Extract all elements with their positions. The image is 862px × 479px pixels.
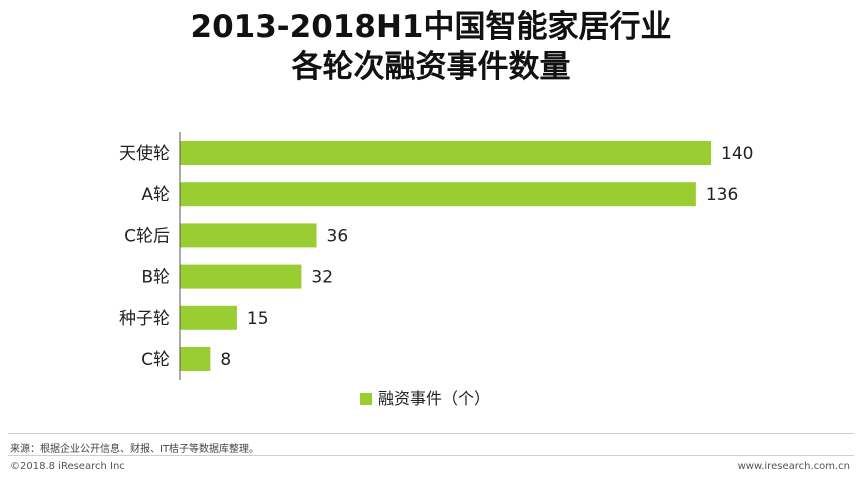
- footer-divider: [8, 455, 854, 456]
- source-note: 来源：根据企业公开信息、财报、IT桔子等数据库整理。: [10, 444, 260, 455]
- copyright-text: ©2018.8 iResearch Inc: [10, 461, 125, 472]
- bar: [180, 347, 211, 371]
- category-label: C轮: [141, 350, 170, 370]
- website-text: www.iresearch.com.cn: [737, 461, 850, 472]
- category-label: 种子轮: [119, 309, 170, 329]
- bar: [180, 264, 302, 289]
- bar-value-label: 8: [220, 350, 231, 370]
- legend-swatch: [360, 393, 372, 405]
- chart-title-line-1: 2013-2018H1中国智能家居行业: [190, 9, 672, 45]
- category-label: B轮: [141, 268, 170, 288]
- category-label: 天使轮: [119, 143, 170, 164]
- bar: [180, 182, 696, 207]
- bar: [180, 223, 317, 248]
- legend-label: 融资事件（个）: [378, 389, 490, 408]
- category-label: C轮后: [124, 226, 170, 246]
- bar-value-label: 32: [311, 268, 333, 288]
- bar-value-label: 136: [706, 185, 738, 205]
- bar: [180, 141, 712, 165]
- bar: [180, 305, 237, 330]
- source-divider: [8, 433, 854, 434]
- bar-value-label: 140: [721, 144, 753, 164]
- category-label: A轮: [141, 185, 170, 205]
- chart-title-line-2: 各轮次融资事件数量: [291, 49, 571, 85]
- bar-value-label: 36: [327, 226, 349, 246]
- bar-value-label: 15: [247, 309, 269, 329]
